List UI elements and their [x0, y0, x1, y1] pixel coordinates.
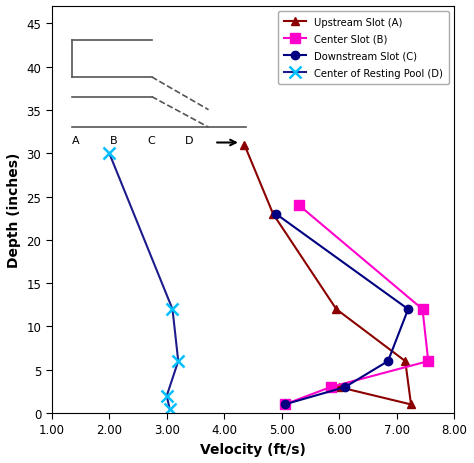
Upstream Slot (A) — [408, 402, 414, 407]
Downstream Slot (C) — [282, 402, 287, 407]
Center of Resting Pool (D) — [175, 358, 181, 364]
Text: A: A — [72, 135, 80, 145]
Center Slot (B) — [282, 402, 287, 407]
Center Slot (B) — [296, 203, 302, 208]
Center of Resting Pool (D) — [170, 307, 175, 312]
Legend: Upstream Slot (A), Center Slot (B), Downstream Slot (C), Center of Resting Pool : Upstream Slot (A), Center Slot (B), Down… — [278, 12, 449, 85]
Center of Resting Pool (D) — [167, 406, 173, 412]
Text: C: C — [148, 135, 155, 145]
Center Slot (B) — [328, 384, 333, 390]
Upstream Slot (A) — [333, 307, 339, 312]
Line: Center Slot (B): Center Slot (B) — [280, 201, 433, 409]
Text: B: B — [110, 135, 118, 145]
Downstream Slot (C) — [385, 358, 391, 364]
Center Slot (B) — [425, 358, 431, 364]
Center Slot (B) — [419, 307, 425, 312]
Line: Downstream Slot (C): Downstream Slot (C) — [272, 210, 412, 409]
Line: Upstream Slot (A): Upstream Slot (A) — [240, 141, 415, 409]
Downstream Slot (C) — [405, 307, 411, 312]
Upstream Slot (A) — [270, 212, 276, 217]
Upstream Slot (A) — [337, 384, 342, 390]
Center of Resting Pool (D) — [164, 393, 170, 399]
Text: D: D — [185, 135, 194, 145]
X-axis label: Velocity (ft/s): Velocity (ft/s) — [200, 442, 306, 456]
Y-axis label: Depth (inches): Depth (inches) — [7, 152, 21, 268]
Upstream Slot (A) — [241, 143, 247, 148]
Downstream Slot (C) — [273, 212, 279, 217]
Line: Center of Resting Pool (D): Center of Resting Pool (D) — [104, 148, 184, 414]
Upstream Slot (A) — [402, 358, 408, 364]
Downstream Slot (C) — [342, 384, 348, 390]
Center of Resting Pool (D) — [107, 151, 112, 156]
